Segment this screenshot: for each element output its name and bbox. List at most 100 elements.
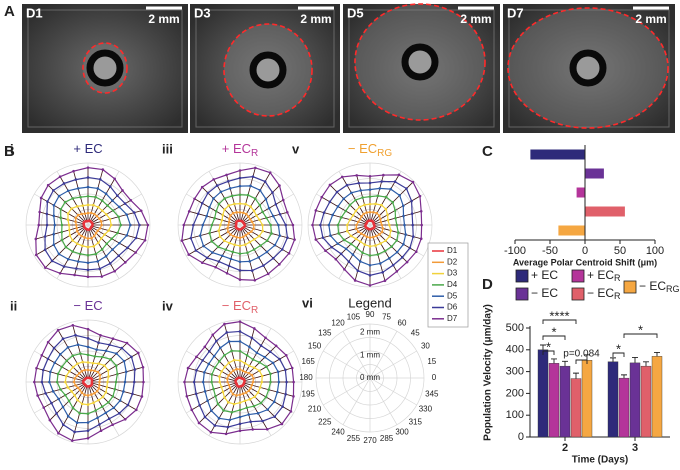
bar [585, 206, 625, 217]
day-point [368, 254, 372, 257]
day-point [227, 220, 231, 224]
day-point [48, 418, 52, 422]
day-point [249, 184, 252, 188]
day-point [368, 263, 372, 267]
day-point [249, 205, 252, 208]
day-point [269, 223, 273, 227]
day-point [209, 431, 213, 434]
migration-front [82, 42, 128, 94]
day-point [378, 214, 381, 217]
day-point [185, 394, 189, 398]
day-point [232, 234, 235, 238]
day-point [122, 359, 126, 363]
day-point [285, 211, 289, 214]
day-point [242, 381, 246, 385]
day-point [66, 189, 70, 193]
day-point [250, 373, 254, 377]
day-point [221, 390, 225, 394]
day-point [292, 395, 295, 398]
day-point [278, 234, 282, 237]
day-point [104, 391, 108, 394]
day-point [224, 248, 228, 251]
day-point [96, 416, 99, 420]
day-point [357, 220, 360, 224]
day-point [94, 409, 97, 412]
day-point [200, 201, 204, 205]
day-point [210, 223, 214, 227]
day-point [238, 340, 242, 343]
legend-label: D1 [447, 246, 458, 255]
day-point [114, 380, 118, 384]
day-point [56, 372, 60, 376]
day-point [228, 386, 232, 390]
day-point [212, 178, 215, 181]
day-point [83, 236, 86, 239]
day-point [201, 359, 204, 362]
day-point [389, 229, 393, 232]
day-point [48, 380, 51, 384]
day-point [373, 224, 376, 228]
day-point [255, 214, 258, 217]
polar-spoke [323, 377, 371, 406]
day-point [220, 218, 224, 222]
day-point [395, 270, 399, 273]
day-point [45, 212, 49, 216]
day-point [327, 223, 331, 227]
day-point [86, 237, 90, 240]
day-point [65, 359, 69, 363]
day-point [129, 223, 132, 227]
day-point [354, 227, 358, 230]
day-point [93, 369, 96, 372]
significance-bracket [575, 359, 588, 364]
day-point [41, 368, 45, 372]
day-point [96, 260, 100, 263]
day-point [248, 260, 252, 263]
day-point [75, 204, 79, 208]
day-point [117, 205, 121, 209]
day-point [411, 235, 415, 238]
day-point [247, 371, 251, 375]
day-point [70, 390, 73, 393]
day-point [253, 197, 257, 200]
day-point [86, 176, 90, 179]
day-point [77, 371, 81, 375]
day-point [80, 234, 83, 238]
day-point [238, 176, 242, 180]
day-point [238, 415, 242, 419]
day-point [220, 254, 224, 258]
day-point [210, 409, 213, 412]
day-point [214, 394, 217, 398]
day-point [238, 278, 242, 281]
day-point [198, 404, 201, 407]
legend-label: D6 [447, 303, 458, 312]
day-point [285, 380, 288, 384]
day-point [278, 263, 281, 266]
day-point [37, 223, 41, 227]
day-point [76, 187, 80, 190]
day-point [271, 361, 275, 365]
bar [548, 363, 560, 438]
day-point [132, 211, 136, 214]
scale-label: 2 mm [148, 12, 179, 26]
day-point [43, 248, 47, 252]
day-point [252, 248, 256, 251]
day-point [267, 206, 271, 210]
day-point [243, 224, 246, 228]
day-point [189, 236, 193, 240]
day-point [253, 366, 256, 369]
day-point [36, 394, 39, 397]
day-point [355, 223, 358, 227]
day-point [83, 393, 86, 397]
day-point [75, 229, 79, 233]
day-point [212, 354, 216, 358]
label-main: − EC [639, 279, 666, 293]
day-point [221, 213, 225, 217]
day-point [263, 180, 267, 183]
day-point [223, 365, 227, 369]
day-point [271, 214, 275, 218]
day-point [261, 210, 264, 214]
day-point [195, 355, 198, 359]
angle-label: 0 [432, 373, 437, 382]
day-point [238, 169, 242, 172]
day-point [225, 271, 229, 275]
